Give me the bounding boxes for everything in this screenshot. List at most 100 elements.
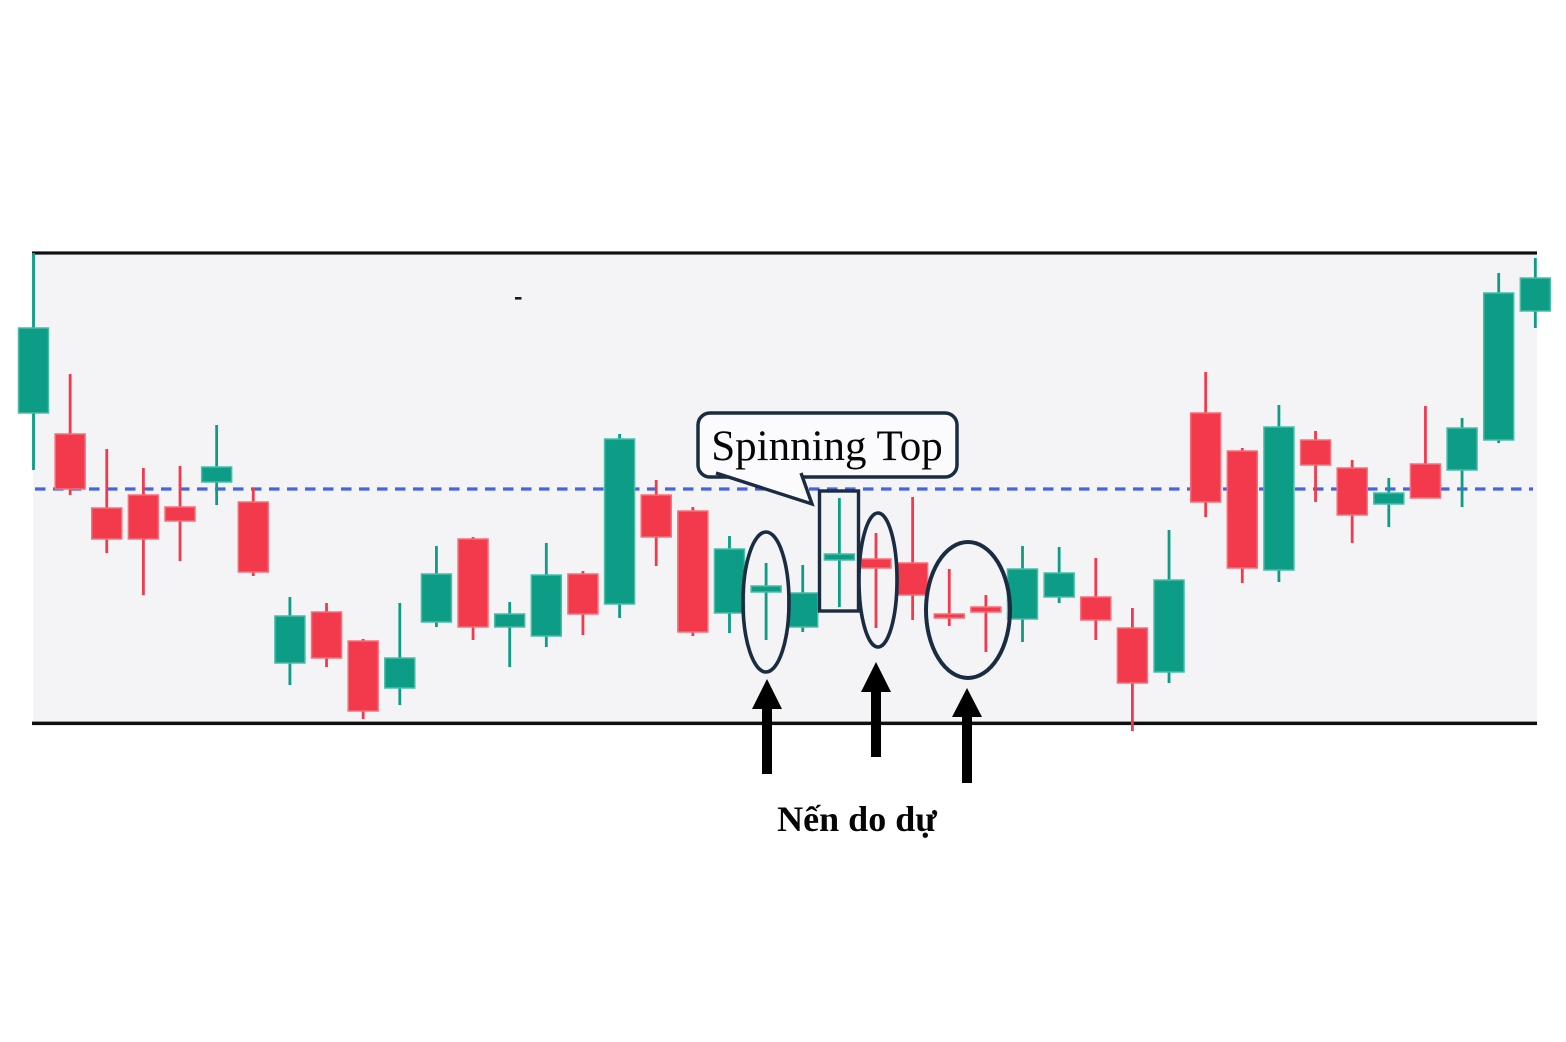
candle-bear [164, 466, 196, 561]
candle-bear [1080, 558, 1112, 640]
candle-body [750, 585, 782, 593]
candle-body [347, 640, 379, 712]
candle-body [91, 507, 123, 540]
candle-bear [970, 595, 1002, 652]
candle-body [237, 501, 270, 573]
candle-body [677, 510, 709, 633]
up-arrow [752, 679, 782, 774]
spinning-top-highlight-box [817, 489, 861, 613]
candle-body [1080, 596, 1112, 621]
candle-body [1482, 292, 1515, 441]
candle-body [860, 558, 892, 569]
indecision-ellipse [924, 540, 1012, 680]
candle-bear [347, 639, 379, 719]
candle-bear [1116, 608, 1149, 731]
callout-tail-stroke [715, 471, 815, 507]
candle-bull [274, 597, 306, 685]
candle-body [384, 657, 416, 689]
candle-body [200, 466, 233, 483]
candle-body [54, 433, 86, 490]
candle-body [274, 615, 306, 664]
candle-bull [750, 563, 782, 640]
candle-body [493, 613, 526, 628]
up-arrow [952, 688, 982, 783]
candle-bull [1482, 273, 1515, 443]
candle-bear [640, 480, 672, 566]
candle-bull [1446, 418, 1478, 507]
candle-bull [493, 602, 526, 667]
candle-bear [1409, 406, 1442, 499]
candle-body [127, 494, 160, 540]
candle-bull [713, 536, 746, 633]
candle-body [823, 553, 856, 561]
candle-bear [1336, 460, 1368, 543]
chart-bottom-border [32, 721, 1537, 726]
candle-body [603, 438, 636, 605]
candle-bull [200, 425, 233, 505]
candle-body [164, 506, 196, 522]
candle-body [970, 606, 1002, 613]
candle-body [1006, 568, 1039, 620]
candle-bull [1006, 546, 1039, 642]
candle-bear [91, 449, 123, 553]
candles-layer [17, 253, 1552, 731]
candle-body [310, 611, 343, 659]
callout-box [696, 411, 959, 479]
candle-bull [823, 498, 856, 607]
candle-body [1409, 463, 1442, 499]
indecision-ellipse [857, 511, 899, 649]
candle-bull [786, 565, 819, 632]
candle-bull [603, 434, 636, 618]
candle-body [640, 494, 672, 538]
candle-body [1153, 579, 1185, 673]
candle-bull [530, 543, 563, 647]
candle-body [896, 562, 929, 596]
candle-body [420, 573, 453, 623]
candle-body [530, 574, 563, 637]
indecision-ellipse [741, 530, 791, 674]
candle-bear [567, 571, 599, 635]
spinning-top-label: Spinning Top [711, 423, 943, 470]
candle-body [713, 548, 746, 614]
candle-body [1373, 492, 1405, 505]
candle-body [1336, 467, 1368, 516]
candle-body [1299, 439, 1332, 466]
candle-bear [1189, 372, 1222, 517]
candle-bear [237, 488, 270, 576]
candle-bear [933, 569, 965, 626]
candle-bear [127, 468, 160, 595]
candle-bear [1299, 431, 1332, 502]
stray-dash-artifact [515, 297, 522, 300]
candle-body [1043, 572, 1075, 598]
up-arrow [861, 662, 891, 757]
candle-body [1189, 412, 1222, 503]
candle-bull [1373, 478, 1405, 527]
candle-bull [1519, 258, 1552, 328]
annotations-layer [696, 411, 1012, 783]
candle-body [933, 613, 965, 619]
chart-top-border [32, 251, 1537, 255]
candle-body [1226, 450, 1259, 569]
indecision-caption: Nến do dự [777, 799, 937, 839]
candle-body [1116, 627, 1149, 684]
candle-body [786, 592, 819, 628]
candle-body [1263, 426, 1295, 571]
candle-bear [677, 507, 709, 636]
candle-bull [384, 603, 416, 705]
candle-bear [457, 537, 489, 640]
candle-bull [1153, 530, 1185, 683]
candle-bull [1263, 405, 1295, 582]
candle-body [1446, 427, 1478, 471]
candle-bear [310, 603, 343, 667]
candle-body [457, 538, 489, 628]
candle-body [1519, 277, 1552, 312]
candle-body [17, 327, 50, 414]
candle-bull [1043, 547, 1075, 603]
candle-bear [1226, 448, 1259, 583]
candle-bear [54, 374, 86, 495]
candle-body [567, 573, 599, 615]
candle-bull [17, 253, 50, 470]
candle-bull [420, 546, 453, 627]
